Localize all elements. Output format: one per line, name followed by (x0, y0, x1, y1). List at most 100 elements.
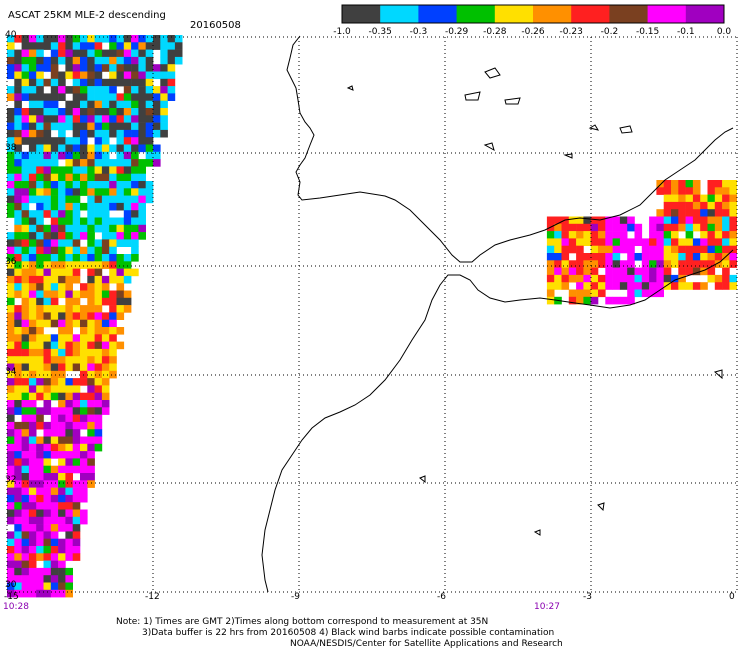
swath-cell (58, 524, 66, 532)
swath-cell (109, 268, 117, 277)
swath-cell (80, 188, 88, 196)
swath-cell (72, 86, 81, 94)
swath-cell (80, 42, 88, 50)
swath-cell (101, 290, 110, 299)
swath-cell (123, 137, 132, 145)
swath-cell (598, 223, 606, 232)
swath-cell (72, 108, 81, 116)
colorbar-swatch (571, 5, 610, 23)
swath-cell (568, 289, 577, 298)
swath-cell (94, 261, 103, 269)
swath-cell (87, 64, 95, 72)
swath-cell (14, 421, 22, 430)
swath-cell (50, 115, 59, 123)
swath-cell (722, 201, 730, 210)
swath-cell (87, 400, 95, 408)
swath-cell (14, 480, 22, 488)
swath-cell (678, 282, 686, 290)
swath-cell (722, 216, 730, 225)
swath-cell (65, 137, 73, 145)
swath-cell (576, 274, 584, 283)
swath-cell (50, 378, 59, 386)
swath-cell (153, 115, 161, 123)
swath-cell (663, 223, 672, 232)
swath-cell (123, 56, 132, 65)
swath-cell (28, 129, 37, 138)
swath-cell (145, 151, 154, 160)
swath-cell (43, 546, 52, 554)
swath-cell (554, 223, 562, 232)
swath-cell (671, 209, 679, 217)
swath-cell (7, 341, 15, 350)
swath-cell (28, 239, 37, 247)
swath-cell (109, 64, 117, 72)
swath-cell (167, 35, 176, 43)
swath-cell (28, 509, 37, 518)
swath-cell (43, 290, 52, 299)
swath-cell (28, 246, 37, 255)
swath-cell (123, 93, 132, 101)
swath-cell (14, 546, 22, 554)
swath-cell (28, 35, 37, 43)
swath-cell (80, 261, 88, 269)
swath-cell (36, 458, 44, 466)
swath-cell (590, 253, 599, 261)
swath-cell (58, 35, 66, 43)
swath-cell (598, 253, 606, 261)
swath-cell (50, 224, 59, 233)
swath-cell (36, 181, 44, 189)
swath-cell (123, 297, 132, 306)
swath-cell (72, 429, 81, 437)
swath-cell (138, 93, 146, 101)
swath-cell (14, 341, 22, 350)
swath-cell (627, 216, 635, 225)
swath-cell (58, 71, 66, 80)
swath-cell (28, 546, 37, 554)
swath-cell (14, 392, 22, 401)
swath-cell (14, 575, 22, 583)
swath-cell (546, 274, 555, 283)
swath-cell (65, 246, 73, 255)
swath-cell (685, 216, 694, 225)
swath-cell (153, 93, 161, 101)
swath-cell (641, 253, 650, 261)
swath-cell (94, 93, 103, 101)
swath-cell (28, 78, 37, 87)
swath-cell (605, 282, 613, 290)
swath-cell (65, 86, 73, 94)
swath-cell (43, 516, 52, 525)
swath-cell (87, 122, 95, 131)
swath-cell (21, 487, 30, 496)
swath-cell (14, 312, 22, 320)
swath-cell (58, 42, 66, 50)
swath-cell (36, 144, 44, 153)
swath-cell (21, 560, 30, 569)
swath-cell (160, 108, 168, 116)
swath-cell (561, 245, 570, 254)
swath-cell (58, 429, 66, 437)
swath-cell (131, 181, 139, 189)
swath-cell (94, 370, 103, 379)
swath-cell (663, 274, 672, 283)
swath-cell (43, 108, 52, 116)
swath-cell (72, 305, 81, 313)
swath-cell (94, 392, 103, 401)
swath-cell (36, 567, 44, 576)
swath-cell (50, 78, 59, 87)
swath-cell (131, 35, 139, 43)
swath-cell (101, 144, 110, 153)
swath-cell (138, 144, 146, 153)
swath-cell (36, 553, 44, 561)
swath-cell (87, 159, 95, 167)
swath-cell (36, 86, 44, 94)
swath-cell (14, 261, 22, 269)
swath-cell (80, 414, 88, 423)
swath-cell (714, 223, 723, 232)
swath-cell (700, 260, 708, 268)
swath-cell (123, 49, 132, 58)
swath-cell (43, 531, 52, 539)
swath-cell (649, 245, 657, 254)
swath-cell (21, 327, 30, 335)
swath-cell (138, 232, 146, 240)
swath-cell (123, 166, 132, 174)
